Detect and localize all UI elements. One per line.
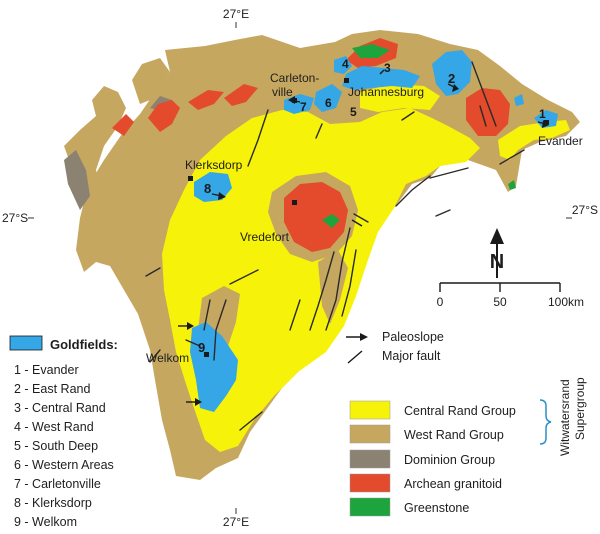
town-markers xyxy=(188,78,549,357)
label-carletonville-line2: ville xyxy=(272,85,293,99)
goldfields-legend-item: 9 - Welkom xyxy=(14,515,77,529)
fault-line-icon xyxy=(347,350,363,364)
legend-west-rand-group: West Rand Group xyxy=(404,428,504,442)
goldfields-legend: Goldfields: 1 - Evander 2 - East Rand 3 … xyxy=(9,335,118,529)
coordinate-grid: 27°E 27°E 27°S 27°S xyxy=(2,7,598,529)
goldfield-number-4: 4 xyxy=(342,57,349,71)
scale-label-0: 0 xyxy=(437,295,444,309)
label-evander: Evander xyxy=(538,134,583,148)
swatch-archean-granitoid xyxy=(349,473,391,493)
greenstone-area xyxy=(322,44,516,228)
goldfields-legend-item: 6 - Western Areas xyxy=(14,458,114,472)
vredefort-marker xyxy=(292,200,297,205)
goldfields-legend-item: 8 - Klerksdorp xyxy=(14,496,92,510)
supergroup-label-line1: Witwatersrand xyxy=(558,379,572,456)
paleoslope-arrow-icon xyxy=(360,333,368,341)
goldfields-legend-item: 5 - South Deep xyxy=(14,439,98,453)
goldfields-legend-item: 2 - East Rand xyxy=(14,382,90,396)
lat-label-right: 27°S xyxy=(572,203,598,217)
geology-legend: Central Rand Group West Rand Group Domin… xyxy=(349,377,587,517)
label-vredefort: Vredefort xyxy=(240,230,290,244)
scale-bar xyxy=(439,282,561,292)
archean-granitoid-area xyxy=(112,38,510,252)
goldfield-number-3: 3 xyxy=(384,61,391,75)
label-klerksdorp: Klerksdorp xyxy=(185,158,243,172)
lon-label-top: 27°E xyxy=(223,7,249,21)
label-carletonville-line1: Carleton- xyxy=(270,71,319,85)
goldfield-number-6: 6 xyxy=(325,96,332,110)
symbol-legend: Paleoslope Major fault xyxy=(346,330,444,364)
lat-label-left: 27°S xyxy=(2,211,28,225)
johannesburg-marker xyxy=(344,78,349,83)
goldfield-east-rand xyxy=(432,50,472,96)
goldfield-number-2: 2 xyxy=(448,71,455,86)
legend-paleoslope: Paleoslope xyxy=(382,330,444,344)
swatch-west-rand-group xyxy=(349,424,391,444)
supergroup-label-line2: Supergroup xyxy=(573,377,587,440)
goldfield-number-9: 9 xyxy=(198,340,205,355)
goldfield-number-1: 1 xyxy=(539,107,546,121)
swatch-greenstone xyxy=(349,497,391,517)
goldfields-legend-item: 4 - West Rand xyxy=(14,420,94,434)
label-welkom: Welkom xyxy=(146,351,189,365)
goldfields-legend-title: Goldfields: xyxy=(50,337,118,352)
place-labels: Carleton- ville Johannesburg Evander Kle… xyxy=(146,71,583,365)
klerksdorp-marker xyxy=(188,176,193,181)
major-faults xyxy=(145,61,525,431)
goldfields-swatch xyxy=(9,335,43,351)
legend-major-fault: Major fault xyxy=(382,349,441,363)
legend-central-rand-group: Central Rand Group xyxy=(404,404,516,418)
goldfields-legend-item: 7 - Carletonville xyxy=(14,477,101,491)
supergroup-brace xyxy=(539,399,552,445)
lon-label-bottom: 27°E xyxy=(223,515,249,529)
goldfield-number-7: 7 xyxy=(300,100,307,114)
north-arrow: N xyxy=(490,228,504,278)
goldfield-central-rand xyxy=(342,66,420,90)
swatch-central-rand-group xyxy=(349,400,391,420)
goldfield-welkom xyxy=(190,322,238,412)
goldfield-number-8: 8 xyxy=(204,181,211,196)
north-letter: N xyxy=(490,251,504,273)
north-arrow-icon xyxy=(490,228,504,244)
label-johannesburg: Johannesburg xyxy=(348,85,424,99)
legend-dominion-group: Dominion Group xyxy=(404,453,495,467)
goldfield-western-areas xyxy=(314,84,342,112)
goldfield-numbers: 1 2 3 4 5 6 7 8 9 xyxy=(198,57,546,355)
swatch-dominion-group xyxy=(349,449,391,469)
goldfield-west-rand xyxy=(334,56,352,74)
goldfields-legend-item: 1 - Evander xyxy=(14,363,79,377)
legend-greenstone: Greenstone xyxy=(404,501,469,515)
goldfield-evander xyxy=(534,110,558,128)
goldfield-number-5: 5 xyxy=(350,105,357,119)
evander-marker xyxy=(544,120,549,125)
goldfields-legend-item: 3 - Central Rand xyxy=(14,401,106,415)
welkom-marker xyxy=(204,352,209,357)
scale-label-50: 50 xyxy=(493,295,507,309)
scale-label-100km: 100km xyxy=(548,295,584,309)
legend-archean-granitoid: Archean granitoid xyxy=(404,477,502,491)
carletonville-marker xyxy=(292,98,297,103)
